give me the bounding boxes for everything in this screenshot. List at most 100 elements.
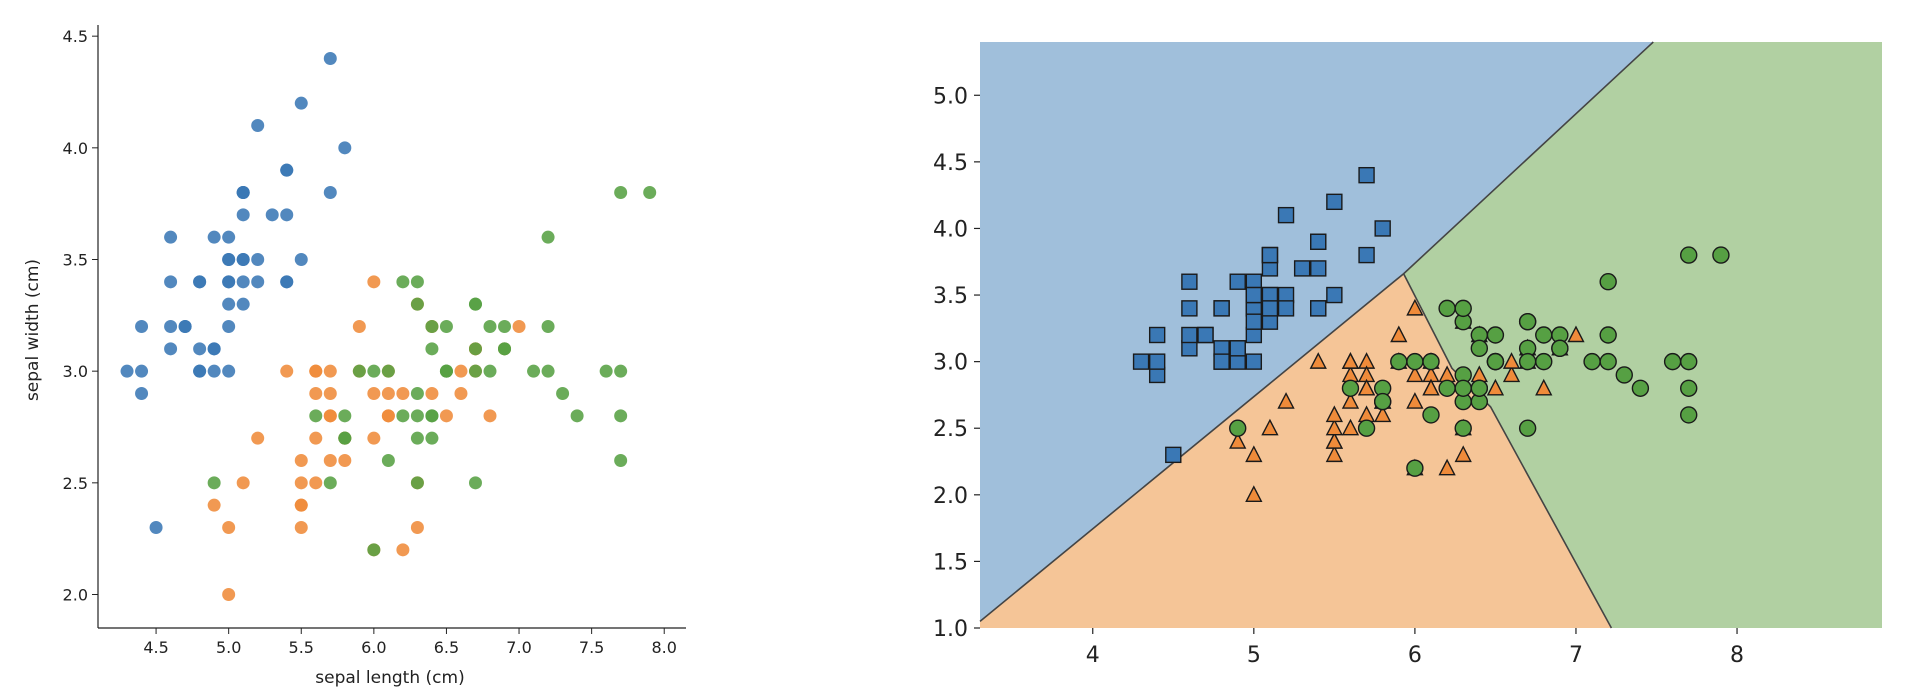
data-point-versicolor	[323, 364, 337, 378]
marker-setosa	[1132, 353, 1150, 370]
data-point-virginica	[498, 342, 512, 356]
data-point-virginica	[425, 320, 439, 333]
marker-versicolor	[1567, 325, 1585, 343]
marker-setosa	[1245, 286, 1263, 304]
data-point-virginica	[541, 320, 555, 333]
left-x-tick-label: 4.5	[143, 638, 168, 657]
marker-versicolor	[1486, 378, 1505, 396]
data-point-versicolor	[280, 364, 294, 378]
marker-virginica	[1406, 352, 1424, 371]
data-point-virginica	[338, 409, 352, 423]
data-point-virginica	[410, 297, 424, 311]
data-point-setosa	[164, 342, 178, 356]
marker-setosa	[1245, 313, 1263, 330]
marker-virginica	[1680, 406, 1698, 424]
data-point-setosa	[193, 275, 207, 289]
data-point-versicolor	[309, 476, 323, 490]
data-point-setosa	[135, 364, 149, 378]
marker-versicolor	[1502, 365, 1521, 383]
data-point-setosa	[236, 186, 250, 199]
marker-versicolor	[1374, 405, 1392, 423]
marker-setosa	[1277, 206, 1295, 224]
right-y-tick-label: 2.5	[933, 417, 968, 442]
marker-virginica	[1680, 379, 1698, 397]
marker-versicolor	[1406, 365, 1424, 383]
right-x-tick-label: 5	[1247, 643, 1261, 668]
data-point-setosa	[222, 364, 236, 378]
data-point-virginica	[352, 364, 366, 378]
marker-virginica	[1438, 379, 1456, 397]
left-x-tick-label: 8.0	[651, 638, 676, 657]
marker-virginica	[1583, 352, 1601, 371]
data-point-versicolor	[352, 320, 366, 333]
data-point-versicolor	[323, 454, 337, 467]
data-point-virginica	[410, 409, 424, 423]
left-y-tick-label: 4.5	[63, 27, 88, 46]
data-point-setosa	[280, 275, 294, 289]
marker-virginica	[1406, 459, 1424, 477]
marker-setosa	[1374, 220, 1391, 237]
marker-setosa	[1310, 260, 1327, 277]
data-point-versicolor	[294, 454, 308, 467]
marker-virginica	[1680, 352, 1698, 371]
marker-virginica	[1599, 273, 1617, 291]
data-point-virginica	[468, 297, 482, 311]
marker-virginica	[1373, 392, 1392, 411]
marker-setosa	[1181, 300, 1198, 317]
data-point-virginica	[468, 364, 482, 378]
data-point-virginica	[410, 476, 424, 490]
data-point-versicolor	[396, 387, 410, 400]
data-point-versicolor	[294, 476, 308, 490]
data-point-virginica	[425, 342, 439, 356]
data-point-setosa	[135, 387, 149, 400]
data-point-setosa	[280, 208, 294, 222]
data-point-virginica	[309, 409, 323, 423]
data-point-virginica	[410, 275, 424, 289]
marker-virginica	[1712, 246, 1730, 264]
marker-setosa	[1229, 273, 1246, 290]
left-y-tick-label: 2.0	[63, 586, 88, 605]
left-x-tick-label: 6.5	[434, 638, 459, 657]
data-point-virginica	[614, 454, 628, 467]
marker-versicolor	[1390, 325, 1408, 343]
right-x-tick-label: 6	[1408, 643, 1422, 668]
marker-virginica	[1631, 379, 1650, 397]
data-point-setosa	[222, 253, 236, 266]
marker-virginica	[1599, 352, 1617, 371]
marker-versicolor	[1309, 352, 1327, 369]
data-point-setosa	[251, 253, 265, 266]
data-point-versicolor	[410, 521, 424, 534]
marker-setosa	[1261, 246, 1279, 264]
data-point-virginica	[410, 387, 424, 400]
marker-virginica	[1518, 352, 1537, 371]
marker-setosa	[1165, 446, 1182, 464]
marker-virginica	[1438, 299, 1456, 318]
left-y-tick-label: 2.5	[63, 474, 88, 493]
left-y-tick-label: 4.0	[63, 139, 88, 158]
data-point-virginica	[483, 364, 497, 378]
data-point-virginica	[425, 431, 439, 445]
data-point-virginica	[498, 320, 512, 333]
decision-region-setosa	[980, 42, 1654, 622]
right-y-tick-label: 5.0	[933, 84, 968, 109]
data-point-virginica	[425, 409, 439, 423]
data-point-versicolor	[222, 521, 236, 534]
data-point-setosa	[193, 364, 207, 378]
data-point-setosa	[207, 230, 221, 244]
data-point-setosa	[120, 364, 134, 378]
marker-virginica	[1470, 339, 1489, 358]
marker-setosa	[1358, 166, 1375, 184]
marker-versicolor	[1357, 378, 1376, 396]
data-point-versicolor	[381, 387, 395, 400]
data-point-versicolor	[323, 387, 337, 400]
marker-setosa	[1310, 233, 1327, 250]
right-y-tick-label: 1.0	[933, 617, 968, 642]
data-point-setosa	[193, 342, 207, 356]
data-point-versicolor	[396, 543, 410, 557]
data-point-setosa	[207, 364, 221, 378]
marker-virginica	[1518, 312, 1537, 331]
marker-setosa	[1293, 260, 1311, 277]
marker-setosa	[1326, 193, 1343, 211]
data-point-setosa	[236, 253, 250, 266]
